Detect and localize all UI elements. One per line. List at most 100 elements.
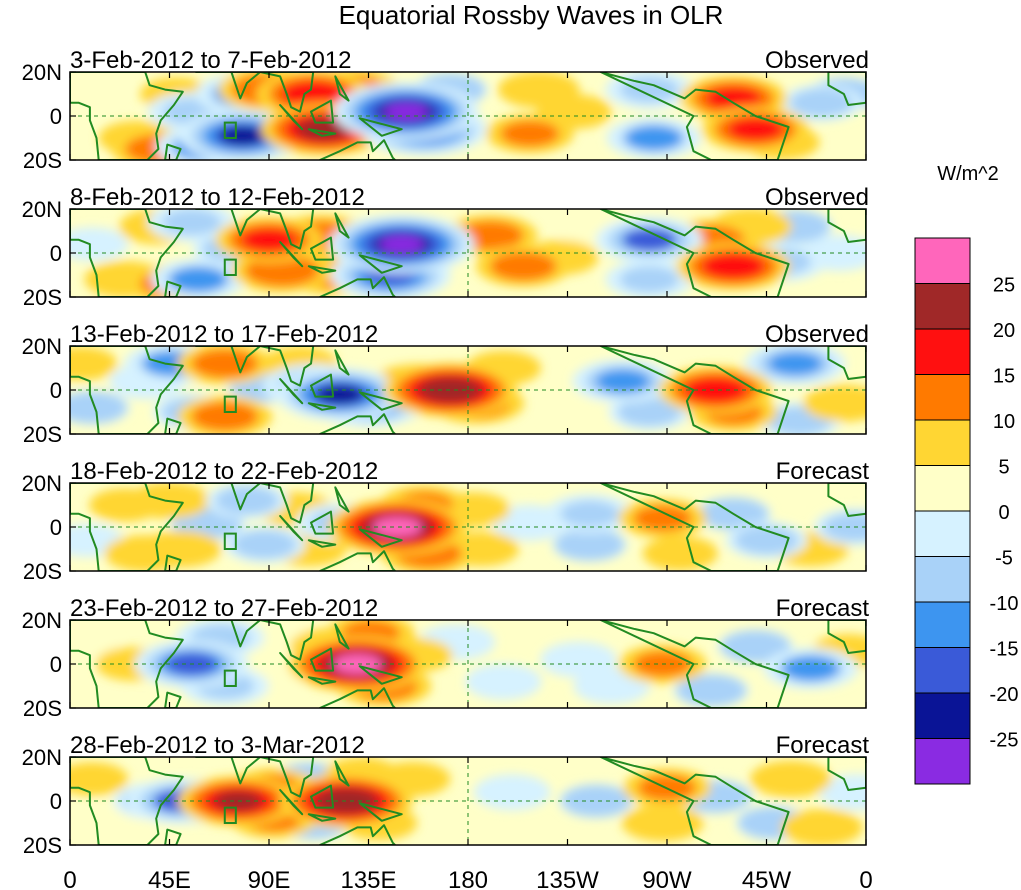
anomaly-contour	[323, 791, 370, 811]
y-tick-label: 20N	[22, 745, 62, 770]
panel-6: 28-Feb-2012 to 3-Mar-2012 Forecast 20N 0 20S	[22, 732, 870, 858]
colorbar-level-label: 5	[998, 457, 1009, 479]
coastlines	[70, 620, 866, 708]
chart-title: Equatorial Rossby Waves in OLR	[339, 0, 724, 30]
colorbar-level-label: 20	[993, 320, 1015, 342]
y-tick-label: 0	[50, 652, 62, 677]
coastline	[334, 349, 350, 376]
x-tick-label: 180	[448, 867, 488, 890]
coastline	[599, 483, 790, 571]
anomaly-contour	[374, 517, 420, 537]
panel-status: Observed	[765, 47, 869, 74]
region-box	[223, 395, 237, 414]
anomaly-contour	[782, 656, 839, 681]
coastline	[70, 620, 184, 708]
x-tick-label: 135W	[536, 867, 599, 890]
anomaly-contour	[474, 774, 551, 811]
panel-5: 23-Feb-2012 to 27-Feb-2012 Forecast 20N 0 20…	[22, 595, 870, 721]
coastline	[334, 212, 350, 239]
y-tick-label: 20N	[22, 197, 62, 222]
anomaly-contour	[596, 369, 650, 393]
panel-status: Forecast	[776, 595, 870, 622]
coastline	[164, 143, 182, 160]
x-tick-label: 45E	[148, 867, 191, 890]
coastline	[279, 104, 304, 131]
colorbar-swatch	[914, 328, 971, 375]
panel-status: Forecast	[776, 732, 870, 759]
x-tick-label: 90E	[248, 867, 291, 890]
panel-status: Forecast	[776, 458, 870, 485]
anomaly-contour	[823, 512, 866, 542]
anomaly-contour	[790, 88, 854, 118]
y-tick-label: 20S	[23, 696, 62, 721]
anomaly-contour	[735, 526, 798, 555]
coastline	[195, 346, 315, 387]
coastline	[307, 128, 337, 137]
coastline	[70, 72, 184, 160]
x-axis: 0 45E 90E 135E 180 135W 90W 45W 0	[63, 867, 872, 890]
coastline	[307, 539, 337, 548]
coastline	[599, 620, 790, 708]
anomaly-contour	[196, 404, 253, 429]
coastline	[195, 620, 315, 661]
coastline	[310, 373, 335, 398]
panel-date-range: 28-Feb-2012 to 3-Mar-2012	[70, 732, 365, 759]
coastline	[279, 515, 304, 542]
anomaly-contour	[544, 398, 622, 434]
coastline	[70, 483, 184, 571]
anomaly-contour	[379, 235, 424, 254]
anomaly-field	[70, 757, 866, 845]
panel-1: 3-Feb-2012 to 7-Feb-2012 Observed 20N 0 20S	[22, 47, 869, 173]
coastline	[334, 760, 350, 787]
y-tick-label: 20S	[23, 422, 62, 447]
anomaly-field	[70, 620, 866, 708]
anomaly-field	[70, 209, 866, 297]
anomaly-field	[70, 483, 866, 571]
anomaly-contour	[768, 352, 822, 375]
anomaly-contour	[70, 72, 125, 105]
colorbar-level-label: 0	[998, 502, 1009, 524]
colorbar-level-label: 25	[993, 275, 1015, 297]
colorbar-level-label: 15	[993, 366, 1015, 388]
y-tick-label: 0	[50, 241, 62, 266]
y-tick-label: 20S	[23, 833, 62, 858]
anomaly-contour	[562, 785, 631, 817]
coastline	[310, 99, 335, 124]
colorbar-swatch	[914, 647, 971, 694]
anomaly-contour	[233, 530, 296, 559]
colorbar-level-label: 10	[993, 411, 1015, 433]
coastline	[599, 757, 790, 845]
anomaly-contour	[465, 663, 542, 700]
coastline	[195, 757, 315, 798]
coastline	[827, 209, 866, 243]
panel-date-range: 8-Feb-2012 to 12-Feb-2012	[70, 184, 365, 211]
coastline	[307, 813, 337, 822]
x-tick-label: 45W	[742, 867, 792, 890]
colorbar-swatch	[914, 237, 971, 284]
anomaly-contour	[149, 534, 212, 564]
colorbar-level-label: -15	[990, 639, 1019, 661]
coastline	[164, 417, 182, 434]
anomaly-contour	[790, 813, 854, 842]
coastline	[358, 254, 403, 274]
coastline	[279, 652, 304, 679]
coastline	[599, 72, 790, 160]
anomaly-contour	[729, 118, 781, 141]
y-tick-label: 0	[50, 789, 62, 814]
anomaly-contour	[617, 397, 681, 427]
colorbar: W/m^2 25 20 15 10 5 0 -5 -10 -15 -20 -25	[914, 163, 1019, 785]
anomaly-contour	[560, 500, 619, 527]
coastline	[310, 647, 335, 672]
panel-4: 18-Feb-2012 to 22-Feb-2012 Forecast 20N 0 20…	[22, 458, 870, 584]
coastline	[827, 620, 866, 654]
coastline	[599, 346, 790, 434]
coastline	[70, 209, 184, 297]
panel-status: Observed	[765, 321, 869, 348]
y-tick-label: 20N	[22, 334, 62, 359]
y-tick-label: 20N	[22, 471, 62, 496]
coastline	[827, 757, 866, 791]
colorbar-level-label: -10	[990, 593, 1019, 615]
y-tick-label: 20S	[23, 148, 62, 173]
coastline	[310, 784, 335, 809]
coastline	[599, 209, 790, 297]
